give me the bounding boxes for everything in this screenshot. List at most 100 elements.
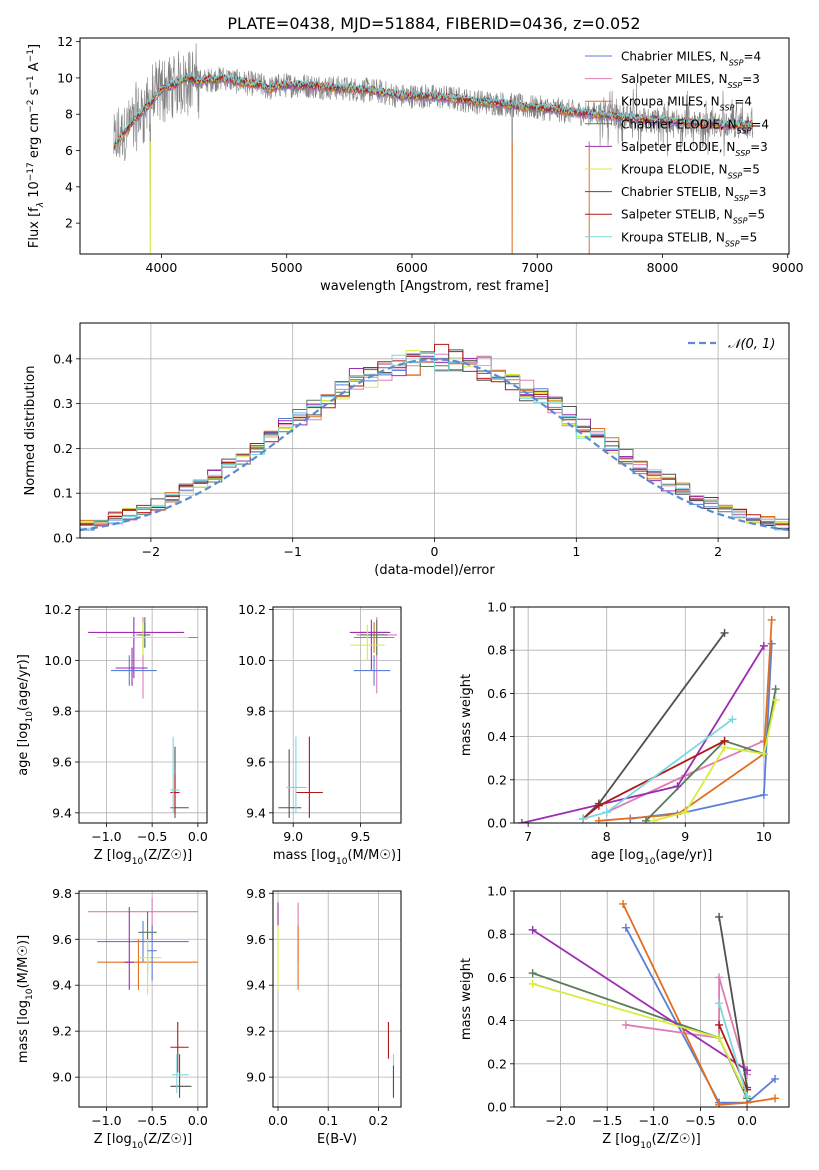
y-axis-label: mass weight: [459, 674, 474, 756]
series-marker: [528, 979, 537, 988]
plot-area: [528, 899, 780, 1107]
x-tick-label: 0.0: [268, 1113, 288, 1128]
x-tick-label: −1.0: [639, 1113, 669, 1128]
y-tick-label: 9.0: [246, 1070, 266, 1085]
weight_vs_age-panel: 7 8 9 10 0.0 0.2 0.4 0.6 0.8 1.0 age [log10(age/yr…: [459, 600, 790, 867]
y-tick-label: 12: [57, 34, 73, 49]
residuals-panel: −2 −1 0 1 2 0.0 0.1 0.2 0.3 0.4 (data-model)/error…: [23, 322, 790, 578]
series-marker: [642, 816, 650, 823]
series-line: [625, 977, 748, 1075]
y-tick-label: 1.0: [487, 600, 507, 615]
axes-frame: [513, 606, 790, 824]
y-tick-label: 0.6: [487, 686, 507, 701]
series-line: [521, 645, 765, 823]
series-marker: [602, 808, 611, 817]
series-marker: [771, 1074, 780, 1083]
gaussian-curve: [80, 358, 789, 532]
series-marker: [681, 808, 690, 817]
spectrum-legend: Chabrier MILES, NSSP=4 Salpeter MILES, NS…: [585, 50, 769, 248]
legend-label: Salpeter ELODIE, NSSP=3: [621, 140, 768, 158]
age_vs_mass-panel: 9.0 9.5 9.4 9.6 9.8 10.0 10.2 mass [log10(M/M☉)…: [238, 602, 402, 867]
plot-area: [113, 43, 754, 254]
model-spectrum-salpeter_miles: [113, 75, 753, 151]
series-marker: [528, 969, 537, 978]
y-tick-label: 9.4: [246, 978, 266, 993]
model-spectrum-kroupa_stelib: [113, 72, 754, 147]
x-tick-label: 9.5: [351, 829, 371, 844]
legend-label: Salpeter MILES, NSSP=3: [621, 72, 760, 90]
y-tick-label: 0.4: [487, 729, 507, 744]
series-marker: [621, 1020, 630, 1029]
x-tick-label: 0.1: [318, 1113, 338, 1128]
series-line: [653, 699, 777, 822]
y-axis-label: mass weight: [459, 958, 474, 1040]
x-axis-label: wavelength [Angstrom, rest frame]: [320, 279, 549, 294]
plot-area: [80, 343, 789, 532]
y-tick-label: 9.6: [246, 932, 266, 947]
plot-area: [517, 615, 780, 823]
x-axis-label: Z [log10(Z/Z☉)]: [602, 1132, 700, 1151]
y-tick-label: 0.6: [487, 970, 507, 985]
series-marker: [715, 1033, 724, 1042]
x-tick-label: 2: [714, 544, 722, 559]
axes-frame: [513, 890, 790, 1108]
x-axis-label: (data-model)/error: [374, 563, 495, 578]
x-tick-label: 0.0: [188, 829, 208, 844]
axes-frame: [78, 890, 208, 1108]
series-marker: [715, 999, 724, 1008]
x-tick-label: 10: [756, 829, 772, 844]
series-marker: [517, 819, 526, 823]
series-marker: [771, 1094, 780, 1103]
x-tick-label: 7: [524, 829, 532, 844]
axes-frame: [79, 322, 790, 539]
legend-label: Kroupa MILES, NSSP=4: [621, 95, 752, 113]
y-tick-label: 9.8: [246, 704, 266, 719]
x-tick-label: 5000: [271, 260, 303, 275]
model-spectrum-kroupa_miles: [113, 75, 754, 149]
y-tick-label: 2: [65, 216, 73, 231]
series-marker: [619, 899, 628, 908]
series-marker: [743, 1092, 752, 1101]
series-marker: [720, 736, 729, 745]
y-tick-label: 0.4: [487, 1013, 507, 1028]
series-marker: [767, 639, 776, 648]
x-tick-label: 9.0: [283, 829, 303, 844]
x-tick-label: −2.0: [545, 1113, 575, 1128]
series-line: [718, 1003, 748, 1097]
model-spectrum-chabrier_elodie: [113, 75, 753, 151]
x-tick-label: 8000: [647, 260, 679, 275]
y-tick-label: 9.0: [52, 1070, 72, 1085]
y-tick-label: 0.1: [53, 486, 73, 501]
plot-area: [278, 617, 397, 818]
series-line: [532, 929, 748, 1072]
series-line: [622, 903, 776, 1106]
series-marker: [715, 1020, 724, 1029]
y-axis-label: Flux [fλ 10−17 erg cm−2 s−1 A−1]: [26, 44, 46, 248]
legend-label: Chabrier MILES, NSSP=4: [621, 50, 761, 68]
series-marker: [579, 814, 588, 823]
x-axis-label: mass [log10(M/M☉)]: [273, 848, 401, 867]
series-marker: [715, 1100, 724, 1107]
x-tick-label: −0.5: [137, 829, 167, 844]
series-marker: [759, 641, 768, 650]
series-marker: [673, 782, 682, 791]
x-tick-label: 8: [603, 829, 611, 844]
x-tick-label: −0.5: [137, 1113, 167, 1128]
weight_vs_Z-panel: −2.0 −1.5 −1.0 −0.5 0.0 0.0 0.2 0.4 0.6 0.8 1.0 Z […: [459, 884, 790, 1151]
x-tick-label: 6000: [396, 260, 428, 275]
y-tick-label: 0.0: [53, 531, 73, 546]
series-line: [645, 688, 777, 822]
mass_vs_Z-panel: −1.0 −0.5 0.0 9.0 9.2 9.4 9.6 9.8 Z [log10(Z/Z☉)…: [16, 886, 208, 1151]
series-marker: [594, 801, 603, 810]
y-tick-label: 9.8: [52, 886, 72, 901]
x-tick-label: 9: [681, 829, 689, 844]
y-tick-label: 9.4: [52, 805, 72, 820]
mass_vs_EBV-panel: 0.0 0.1 0.2 9.0 9.2 9.4 9.6 9.8 E(B-V): [246, 886, 402, 1147]
x-tick-label: 1: [572, 544, 580, 559]
y-tick-label: 9.8: [52, 704, 72, 719]
y-tick-label: 9.8: [246, 886, 266, 901]
series-line: [625, 927, 776, 1104]
y-tick-label: 6: [65, 143, 73, 158]
x-tick-label: 4000: [146, 260, 178, 275]
